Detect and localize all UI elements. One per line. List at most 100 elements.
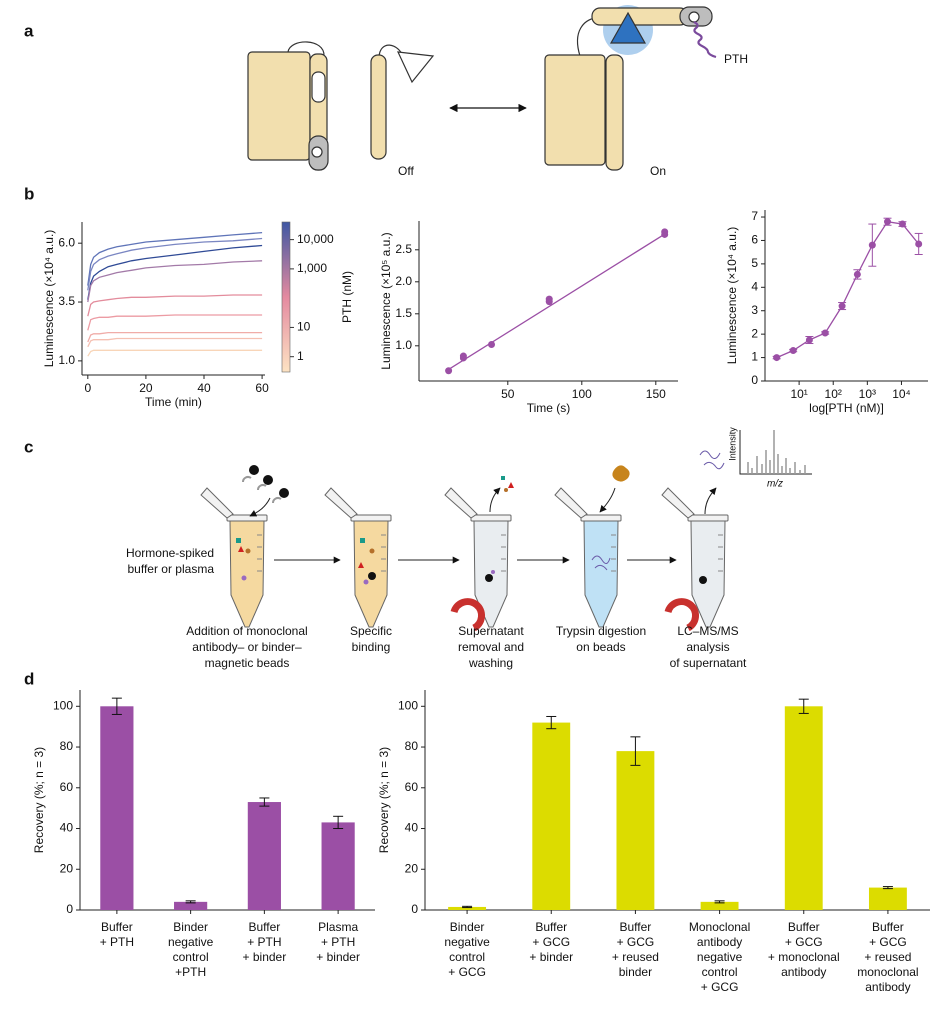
point [488, 341, 496, 349]
x-tick-label: 10³ [859, 387, 876, 401]
x-tick-label: antibody [865, 980, 910, 994]
step-label: Supernatant [458, 624, 524, 638]
step-label: Addition of monoclonal [186, 624, 307, 638]
panel-label: b [24, 184, 34, 203]
x-tick-label: monoclonal [857, 965, 918, 979]
x-tick-label: 60 [255, 381, 269, 395]
point [898, 220, 906, 228]
x-tick-label: binder [619, 965, 652, 979]
sensor-on [544, 5, 717, 171]
series-line [87, 231, 263, 286]
error-bar [185, 900, 196, 904]
input-label: buffer or plasma [128, 562, 215, 576]
step-label: on beads [576, 640, 625, 654]
x-tick-label: 20 [139, 381, 153, 395]
x-tick-label: + binder [243, 950, 287, 964]
step-label: magnetic beads [205, 656, 290, 670]
sensor-off [247, 41, 435, 171]
y-tick-label: 2.0 [395, 274, 412, 288]
colorbar-title: PTH (nM) [340, 271, 354, 323]
step-label: Trypsin digestion [556, 624, 646, 638]
step-label: Specific [350, 624, 392, 638]
y-tick-label: 1.5 [395, 306, 412, 320]
bar [784, 706, 823, 910]
y-tick-label: 0 [66, 902, 73, 916]
y-tick-label: 20 [60, 861, 74, 875]
x-tick-label: 10⁴ [892, 387, 911, 401]
bar [247, 802, 281, 910]
bar [321, 822, 355, 910]
workflow [200, 430, 812, 632]
x-tick-label: negative [444, 935, 490, 949]
step-label: washing [468, 656, 513, 670]
y-tick-label: 100 [398, 698, 418, 712]
colorbar-tick-label: 10 [297, 320, 311, 334]
x-tick-label: Binder [173, 920, 208, 934]
error-bar [259, 797, 270, 807]
x-tick-label: 150 [646, 387, 666, 401]
point [545, 295, 553, 303]
error-bar [714, 900, 725, 904]
x-tick-label: + GCG [869, 935, 907, 949]
series-line [87, 237, 263, 291]
x-tick-label: + GCG [785, 935, 823, 949]
y-tick-label: 1.0 [58, 353, 75, 367]
point [915, 240, 923, 248]
colorbar-tick-label: 1 [297, 349, 304, 363]
point [445, 367, 453, 375]
x-axis-label: log[PTH (nM)] [809, 401, 884, 415]
y-tick-label: 2.5 [395, 242, 412, 256]
state-label: On [650, 164, 666, 178]
y-tick-label: 2 [751, 326, 758, 340]
fit-line [448, 232, 667, 371]
x-tick-label: + PTH [321, 935, 355, 949]
bar [448, 906, 487, 910]
error-bar [882, 886, 893, 890]
point [459, 352, 467, 360]
x-tick-label: + GCG [617, 935, 655, 949]
x-tick-label: + binder [529, 950, 573, 964]
x-tick-label: + reused [612, 950, 659, 964]
x-tick-label: 100 [572, 387, 592, 401]
bar [174, 901, 208, 910]
x-tick-label: control [173, 950, 209, 964]
y-tick-label: 80 [405, 739, 419, 753]
y-tick-label: 1 [751, 350, 758, 364]
x-tick-label: +PTH [175, 965, 206, 979]
error-bar [798, 698, 809, 714]
y-axis-label: Recovery (%; n = 3) [32, 747, 46, 853]
x-tick-label: negative [168, 935, 214, 949]
x-tick-label: Buffer [788, 920, 820, 934]
bar [616, 751, 655, 910]
point [789, 347, 797, 355]
x-tick-label: + GCG [448, 965, 486, 979]
x-tick-label: Buffer [535, 920, 567, 934]
x-tick-label: + binder [316, 950, 360, 964]
y-tick-label: 5 [751, 256, 758, 270]
series-line [87, 260, 263, 303]
point [773, 354, 781, 362]
y-tick-label: 0 [411, 902, 418, 916]
state-label: Off [398, 164, 414, 178]
bar [100, 706, 134, 910]
x-axis-label: Time (s) [527, 401, 571, 415]
series-line [87, 349, 263, 357]
x-tick-label: + reused [864, 950, 911, 964]
step-label: analysis [686, 640, 729, 654]
y-tick-label: 80 [60, 739, 74, 753]
y-axis-label: Luminescence (×10⁵ a.u.) [379, 232, 393, 369]
y-tick-label: 3.5 [58, 294, 75, 308]
error-bar [111, 697, 122, 715]
error-bar [630, 736, 641, 766]
x-tick-label: + GCG [532, 935, 570, 949]
bar [700, 901, 739, 910]
x-tick-label: 10² [825, 387, 842, 401]
series-line [87, 244, 263, 300]
point [805, 336, 813, 344]
x-tick-label: Plasma [318, 920, 358, 934]
ms-xlabel: m/z [767, 479, 783, 490]
input-label: Hormone-spiked [126, 546, 214, 560]
ms-ylabel: Intensity [727, 427, 737, 461]
y-tick-label: 7 [751, 209, 758, 223]
